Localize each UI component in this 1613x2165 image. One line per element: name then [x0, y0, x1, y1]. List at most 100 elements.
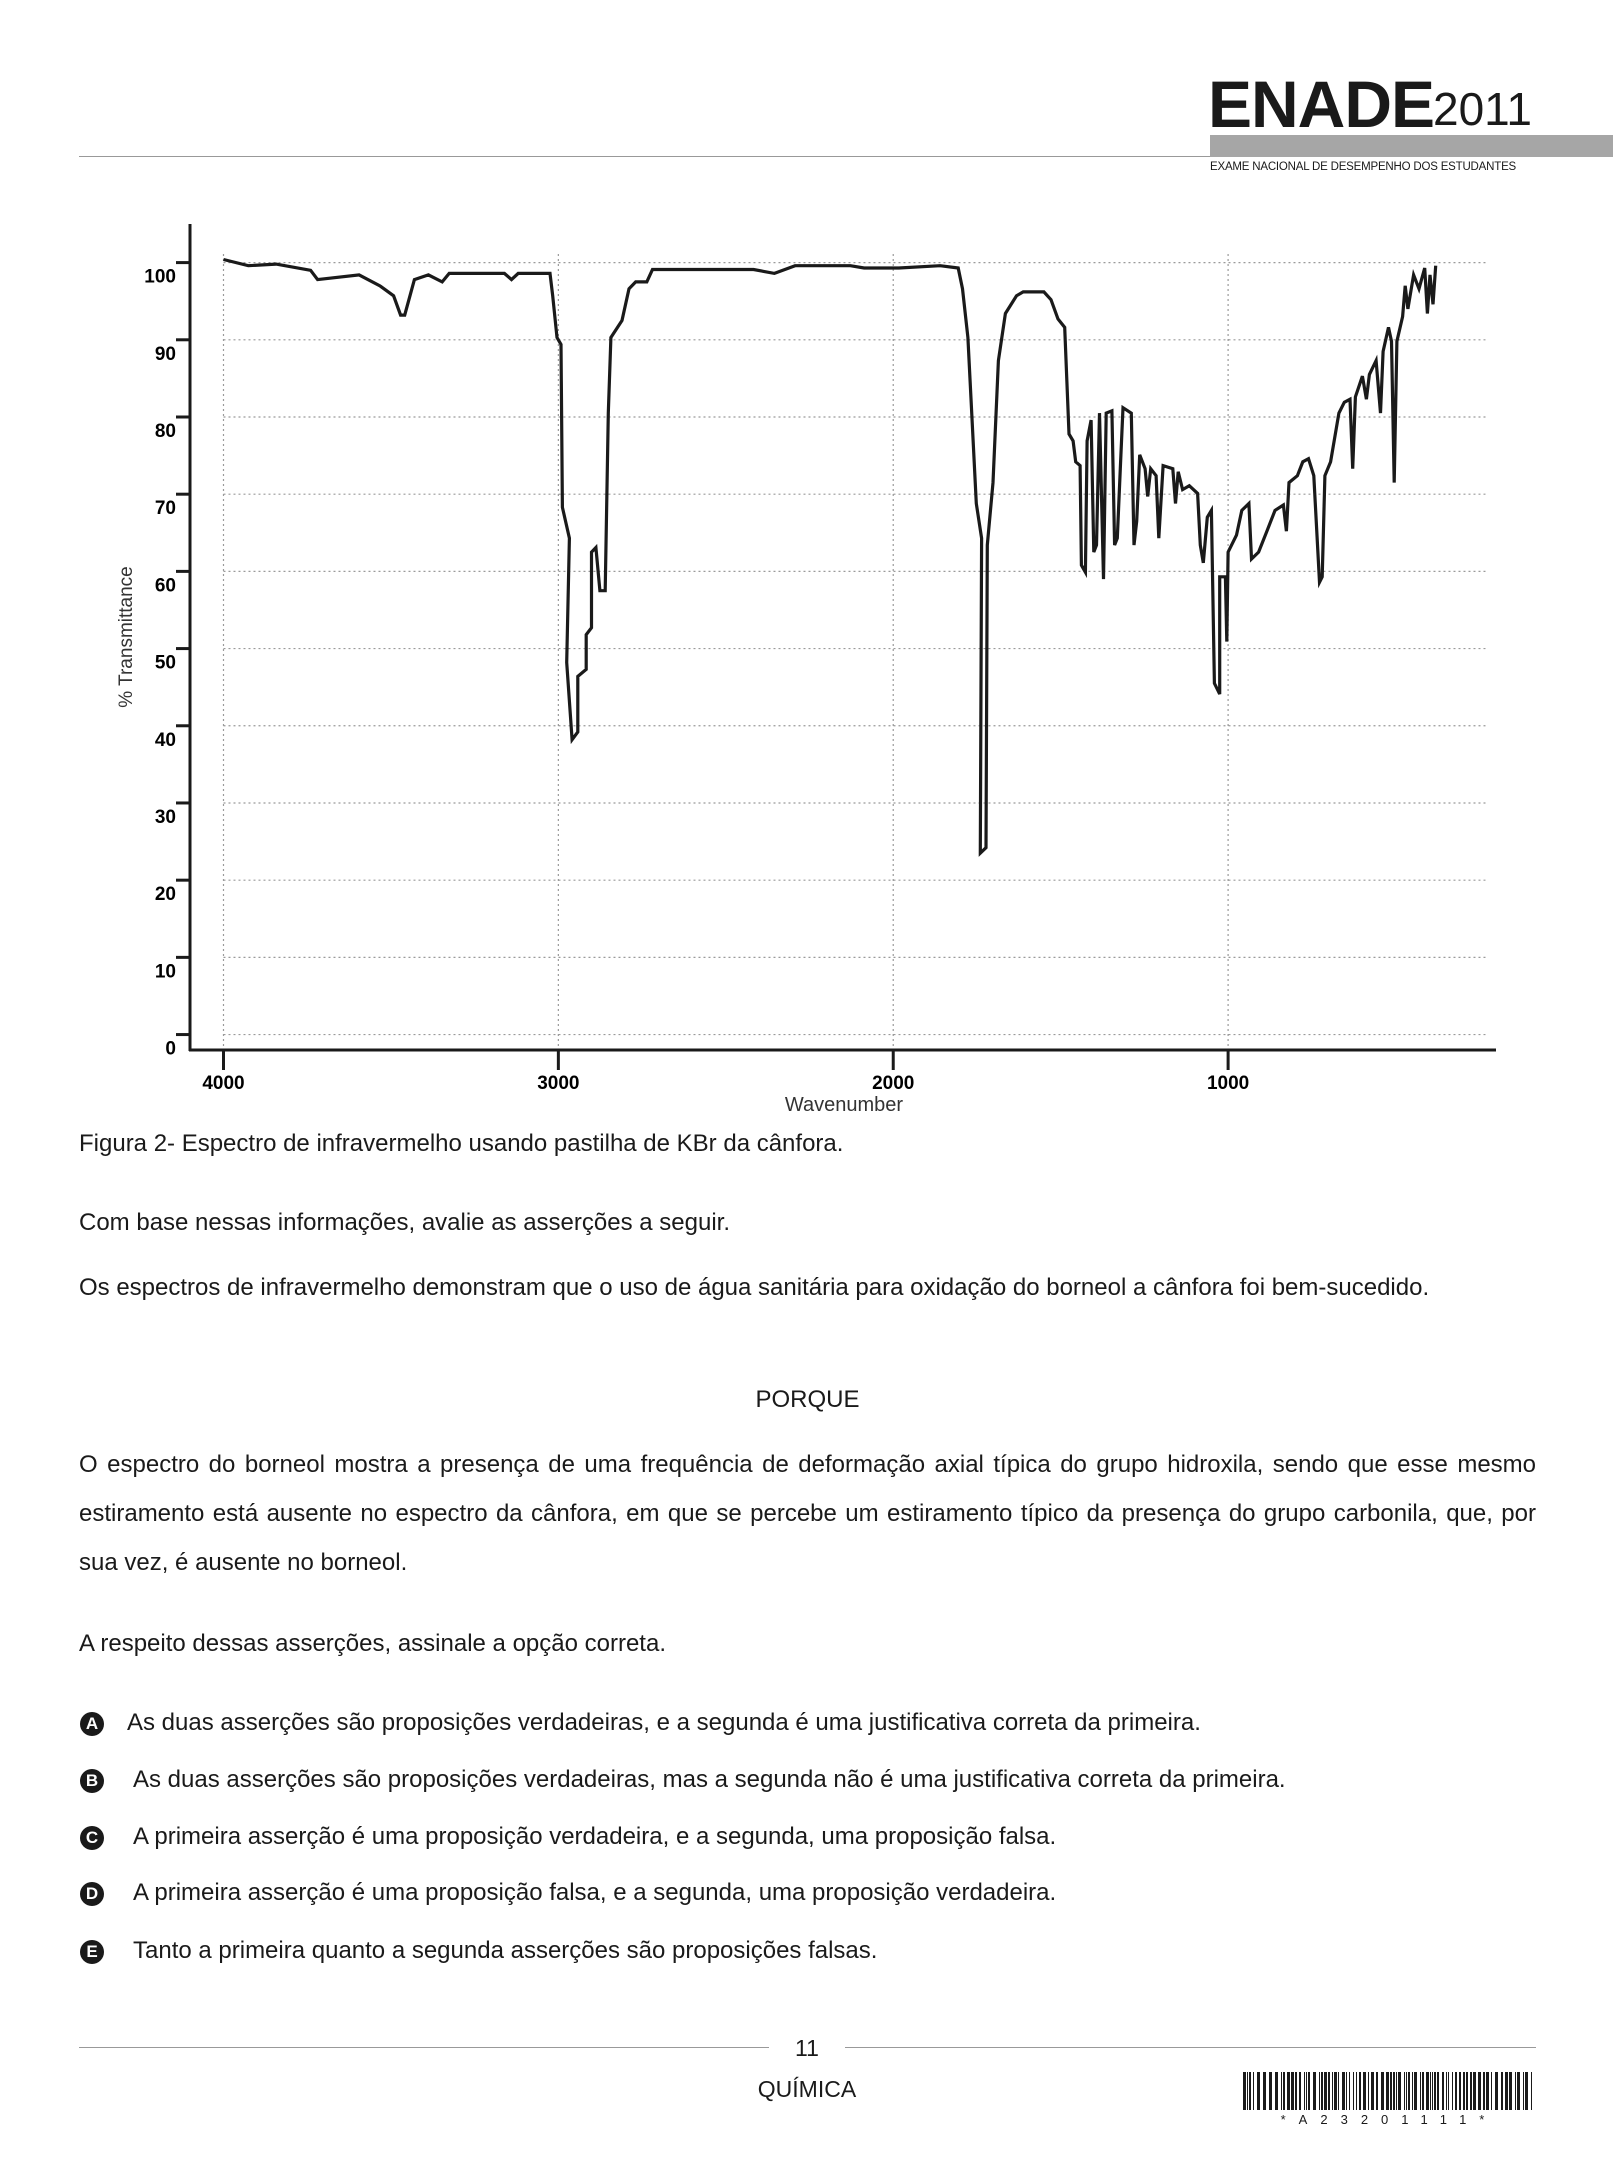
barcode-bar — [1523, 2072, 1524, 2110]
barcode-bar — [1386, 2072, 1389, 2110]
option-text: As duas asserções são proposições verdad… — [127, 1709, 1201, 1736]
chart: 0 10 20 30 40 50 60 70 80 90 100 4000 3000 2000 1000 % … — [116, 224, 1496, 1116]
y-tick-label: 80 — [155, 421, 176, 442]
spectrum-line — [223, 257, 1438, 857]
x-tick-label: 3000 — [537, 1073, 579, 1094]
barcode-bar — [1275, 2072, 1278, 2110]
barcode-bar — [1346, 2072, 1347, 2110]
option-letter: E — [80, 1940, 104, 1964]
barcode-bar — [1319, 2072, 1320, 2110]
barcode-bar — [1249, 2072, 1251, 2110]
barcode-bar — [1442, 2072, 1444, 2110]
barcode-bar — [1363, 2072, 1366, 2110]
y-axis-label: % Transmittance — [116, 566, 137, 708]
barcode-bar — [1486, 2072, 1489, 2110]
barcode-bar — [1359, 2072, 1361, 2110]
barcode-bar — [1295, 2072, 1297, 2110]
barcode-bar — [1349, 2072, 1350, 2110]
barcode-bar — [1313, 2072, 1316, 2110]
barcode-bar — [1308, 2072, 1310, 2110]
barcode-bar — [1430, 2072, 1431, 2110]
barcode-bar — [1525, 2072, 1528, 2110]
barcode-bar — [1396, 2072, 1397, 2110]
barcode-bar — [1393, 2072, 1395, 2110]
barcode-bar — [1247, 2072, 1248, 2110]
barcode-bar — [1420, 2072, 1421, 2110]
barcode-bar — [1342, 2072, 1345, 2110]
paragraph: Com base nessas informações, avalie as a… — [79, 1209, 730, 1236]
paragraph: A respeito dessas asserções, assinale a … — [79, 1630, 666, 1657]
y-tick-label: 20 — [155, 884, 176, 905]
option-letter: B — [80, 1769, 104, 1793]
barcode-bar — [1376, 2072, 1378, 2110]
barcode-bar — [1398, 2072, 1401, 2110]
barcode-bar — [1426, 2072, 1429, 2110]
barcode-bar — [1269, 2072, 1272, 2110]
barcode-bar — [1304, 2072, 1305, 2110]
y-tick-label: 10 — [155, 961, 176, 982]
option-letter: C — [80, 1826, 104, 1850]
barcode-bar — [1466, 2072, 1468, 2110]
barcode-bar — [1412, 2072, 1413, 2110]
barcode-bar — [1356, 2072, 1357, 2110]
header-bar — [1210, 135, 1613, 157]
barcode-bar — [1243, 2072, 1246, 2110]
barcode-bar — [1531, 2072, 1532, 2110]
barcode-bar — [1459, 2072, 1461, 2110]
barcode-bar — [1371, 2072, 1374, 2110]
barcode-bar — [1463, 2072, 1465, 2110]
option-text: A primeira asserção é uma proposição ver… — [133, 1823, 1057, 1850]
barcode-bar — [1414, 2072, 1417, 2110]
barcode-bar — [1406, 2072, 1407, 2110]
barcode-bar — [1332, 2072, 1333, 2110]
barcode-bar — [1448, 2072, 1449, 2110]
barcode-bar — [1455, 2072, 1457, 2110]
barcode-bar — [1434, 2072, 1436, 2110]
barcode-bar — [1404, 2072, 1405, 2110]
option-text: A primeira asserção é uma proposição fal… — [133, 1879, 1057, 1906]
x-axis-label: Wavenumber — [785, 1094, 904, 1116]
y-tick-label: 40 — [155, 730, 176, 751]
figure-caption: Figura 2- Espectro de infravermelho usan… — [79, 1130, 844, 1157]
barcode-bar — [1505, 2072, 1508, 2110]
barcode-bar — [1437, 2072, 1439, 2110]
barcode-bar — [1470, 2072, 1472, 2110]
barcode-bar — [1408, 2072, 1410, 2110]
barcode-bar — [1446, 2072, 1447, 2110]
barcode-bar — [1517, 2072, 1520, 2110]
barcode-bar — [1257, 2072, 1260, 2110]
barcode-bar — [1390, 2072, 1392, 2110]
paragraph: PORQUE — [755, 1386, 860, 1413]
year: 2011 — [1433, 83, 1532, 135]
y-tick-label: 90 — [155, 344, 176, 365]
barcode-text: *A23201111* — [1280, 2112, 1498, 2127]
footer-rule — [845, 2047, 1536, 2048]
barcode-bar — [1509, 2072, 1512, 2110]
paragraph: Os espectros de infravermelho demonstram… — [79, 1274, 1430, 1301]
y-tick-label: 30 — [155, 807, 176, 828]
y-tick-label: 50 — [155, 653, 176, 674]
subject: QUÍMICA — [757, 2076, 857, 2102]
barcode-bar — [1478, 2072, 1481, 2110]
barcode-bar — [1473, 2072, 1476, 2110]
y-tick-label: 0 — [165, 1039, 176, 1060]
paragraph: O espectro do borneol mostra a presença … — [79, 1451, 1536, 1576]
barcode-bar — [1501, 2072, 1503, 2110]
y-tick-label: 70 — [155, 498, 176, 519]
barcode-bar — [1452, 2072, 1453, 2110]
y-tick-label: 60 — [155, 575, 176, 596]
option-text: As duas asserções são proposições verdad… — [133, 1766, 1286, 1793]
barcode-bar — [1283, 2072, 1285, 2110]
barcode-bar — [1334, 2072, 1337, 2110]
header-subtitle: EXAME NACIONAL DE DESEMPENHO DOS ESTUDAN… — [1210, 161, 1517, 173]
x-tick-label: 4000 — [202, 1073, 244, 1094]
option-letter: D — [80, 1882, 104, 1906]
page-number: 11 — [795, 2035, 819, 2061]
brand: ENADE — [1208, 67, 1435, 141]
y-tick-label: 100 — [144, 267, 176, 288]
barcode-bar — [1491, 2072, 1492, 2110]
barcode-bar — [1287, 2072, 1290, 2110]
barcode-bar — [1291, 2072, 1294, 2110]
barcode-bar — [1299, 2072, 1301, 2110]
